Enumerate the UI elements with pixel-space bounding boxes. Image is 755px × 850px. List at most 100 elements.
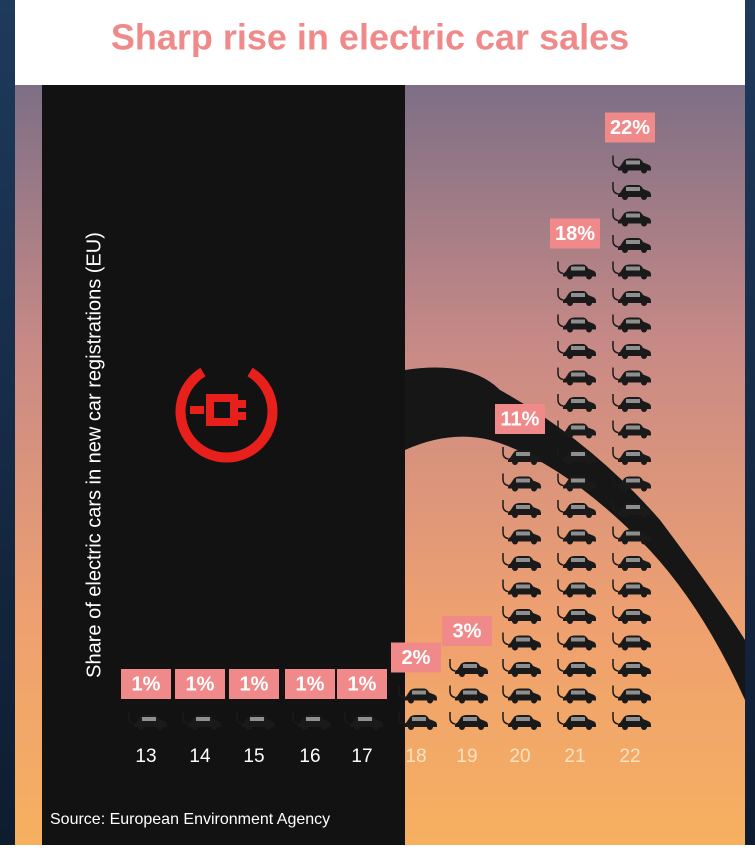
charge-cable	[557, 394, 564, 407]
car-icon	[612, 394, 651, 412]
charge-cable	[557, 606, 564, 619]
car-icon	[502, 685, 541, 704]
car-wheel	[622, 697, 628, 704]
car-wheel	[512, 485, 518, 492]
x-tick-label: 18	[405, 746, 426, 767]
car-icon	[612, 500, 651, 518]
car-wheel	[641, 300, 647, 306]
car-window	[463, 690, 477, 695]
car-icon	[502, 473, 541, 492]
charge-cable	[612, 579, 619, 593]
car-icon	[612, 235, 651, 253]
charge-cable	[502, 685, 509, 699]
car-wheel	[641, 432, 647, 439]
car-icon	[557, 606, 596, 624]
car-window	[571, 399, 585, 403]
car-icon	[612, 341, 651, 359]
icon-column	[292, 712, 331, 730]
car-window	[516, 452, 530, 456]
car-wheel	[641, 697, 647, 704]
value-label: 1%	[285, 669, 335, 699]
car-wheel	[531, 697, 537, 704]
car-window	[516, 478, 530, 483]
car-icon	[612, 367, 651, 386]
car-wheel	[512, 512, 518, 518]
car-wheel	[302, 724, 308, 730]
car-window	[626, 531, 640, 536]
car-icon	[502, 500, 541, 518]
car-window	[571, 531, 585, 536]
car-icon	[557, 420, 596, 439]
charge-cable	[557, 473, 564, 487]
value-label-text: 1%	[348, 673, 377, 695]
car-wheel	[531, 724, 537, 730]
car-wheel	[622, 353, 628, 359]
car-wheel	[567, 379, 573, 386]
car-wheel	[586, 644, 592, 651]
value-label: 11%	[495, 404, 545, 434]
car-wheel	[622, 459, 628, 465]
y-axis-label: Share of electric cars in new car regist…	[83, 232, 105, 678]
car-icon	[557, 261, 596, 280]
car-wheel	[459, 671, 465, 677]
car-icon	[557, 579, 596, 598]
car-wheel	[459, 697, 465, 704]
car-icon	[128, 712, 167, 730]
car-wheel	[586, 432, 592, 439]
value-label-text: 1%	[132, 673, 161, 695]
icon-column	[502, 447, 541, 730]
car-wheel	[586, 485, 592, 492]
car-window	[516, 584, 530, 589]
car-wheel	[641, 459, 647, 465]
car-icon	[612, 473, 651, 492]
car-window	[516, 531, 530, 536]
car-wheel	[512, 671, 518, 677]
car-window	[516, 664, 530, 668]
car-wheel	[586, 724, 592, 730]
charge-cable	[502, 632, 509, 646]
charge-cable	[612, 288, 619, 301]
car-icon	[502, 579, 541, 598]
car-window	[571, 425, 585, 430]
value-label-text: 11%	[501, 408, 540, 430]
charge-cable	[557, 553, 564, 566]
car-wheel	[622, 300, 628, 306]
value-label-box	[175, 669, 225, 699]
car-window	[626, 664, 640, 668]
charge-cable	[557, 659, 564, 672]
value-label-box	[550, 218, 600, 249]
car-window	[571, 372, 585, 377]
car-wheel	[622, 273, 628, 280]
car-icon	[612, 579, 651, 598]
car-wheel	[622, 618, 628, 624]
value-label-box	[229, 669, 279, 699]
car-wheel	[567, 538, 573, 545]
car-wheel	[567, 565, 573, 571]
charge-cable	[502, 659, 509, 672]
car-wheel	[567, 591, 573, 598]
car-window	[571, 690, 585, 695]
car-window	[571, 293, 585, 297]
car-window	[516, 611, 530, 615]
car-wheel	[641, 273, 647, 280]
car-icon	[398, 685, 437, 704]
car-icon	[557, 526, 596, 545]
car-wheel	[567, 644, 573, 651]
icon-column	[128, 712, 167, 730]
car-wheel	[211, 724, 217, 730]
charge-cable	[557, 261, 564, 275]
x-tick-label: 14	[189, 746, 211, 767]
car-window	[571, 611, 585, 615]
car-wheel	[586, 591, 592, 598]
car-window	[463, 717, 477, 721]
car-wheel	[622, 671, 628, 677]
car-icon	[612, 208, 651, 227]
car-wheel	[641, 724, 647, 730]
car-window	[571, 637, 585, 642]
car-window	[142, 717, 156, 721]
car-window	[196, 717, 210, 721]
car-wheel	[567, 406, 573, 412]
charge-cable	[502, 606, 509, 619]
charge-cable	[557, 579, 564, 593]
charge-cable	[612, 155, 619, 169]
